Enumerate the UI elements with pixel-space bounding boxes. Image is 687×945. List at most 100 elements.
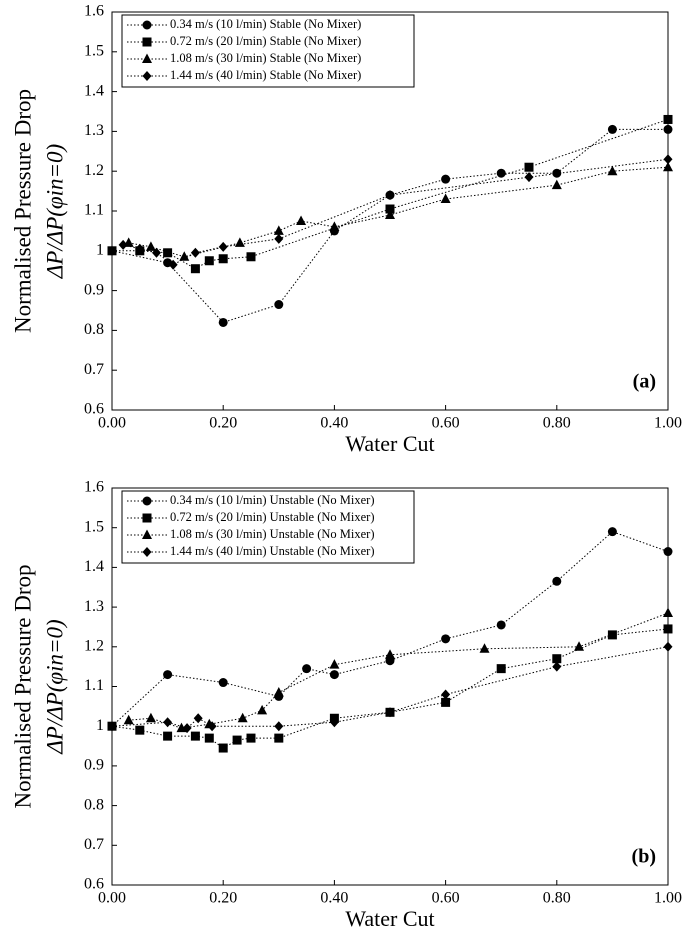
y-tick-label: 1.6 (84, 3, 104, 20)
marker (135, 725, 145, 735)
marker (524, 172, 534, 183)
marker (385, 649, 395, 659)
legend-label: 0.34 m/s (10 l/min) Unstable (No Mixer) (170, 493, 375, 507)
marker (274, 721, 284, 732)
y-tick-label: 1 (96, 241, 104, 258)
legend-box (121, 14, 415, 88)
marker (329, 670, 339, 680)
marker (663, 547, 673, 557)
x-tick-label: 0.00 (98, 890, 126, 907)
marker (496, 168, 506, 178)
x-tick-label: 1.00 (654, 890, 682, 907)
y-tick-label: 0.9 (84, 281, 104, 298)
marker (135, 243, 145, 254)
marker (246, 733, 256, 743)
marker (296, 215, 307, 225)
y-tick-label: 1.1 (84, 202, 104, 219)
marker (163, 717, 173, 728)
marker (107, 246, 117, 256)
marker (190, 264, 200, 274)
x-axis-label: Water Cut (345, 906, 434, 931)
marker (574, 641, 585, 651)
marker (190, 247, 200, 258)
legend-box (121, 490, 415, 564)
y-tick-label: 1.3 (84, 122, 104, 139)
marker (441, 697, 451, 707)
marker (218, 241, 228, 252)
marker (204, 256, 214, 266)
marker (552, 576, 562, 586)
marker (176, 722, 187, 733)
series-line (123, 158, 669, 266)
marker (234, 237, 245, 247)
marker (273, 225, 284, 235)
marker (302, 664, 312, 674)
marker (441, 634, 451, 644)
legend-marker (142, 71, 152, 81)
marker (663, 124, 673, 134)
x-tick-label: 0.40 (320, 415, 348, 432)
marker (163, 731, 173, 741)
y-tick-label: 0.8 (84, 796, 104, 813)
marker (145, 712, 156, 723)
y-tick-label: 1.2 (84, 162, 104, 179)
y-axis-label: Normalised Pressure Drop (10, 564, 35, 808)
marker (179, 251, 190, 261)
y-tick-label: 1 (96, 717, 104, 734)
x-axis-label: Water Cut (345, 431, 434, 456)
legend-marker (142, 513, 152, 523)
series-line (111, 628, 669, 749)
legend-marker (142, 496, 152, 506)
marker (182, 723, 192, 734)
marker (218, 254, 228, 264)
y-tick-label: 0.8 (84, 321, 104, 338)
y-tick-label: 1.1 (84, 677, 104, 694)
legend-marker (142, 547, 152, 557)
panel-label: (b) (632, 846, 656, 868)
y-tick-label: 1.4 (84, 82, 104, 99)
x-tick-label: 0.20 (209, 415, 237, 432)
y-tick-label: 1.6 (84, 479, 104, 496)
legend: 0.34 m/s (10 l/min) Unstable (No Mixer) 0… (121, 490, 415, 564)
marker (163, 248, 173, 258)
series-line (111, 531, 669, 727)
marker (237, 712, 248, 723)
legend-label: 1.08 m/s (30 l/min) Stable (No Mixer) (170, 51, 361, 65)
marker (663, 161, 673, 172)
series-line (128, 166, 669, 258)
marker (218, 743, 228, 753)
y-tick-label: 0.7 (84, 836, 104, 853)
marker (274, 733, 284, 743)
marker (496, 620, 506, 630)
y-tick-label: 0.9 (84, 757, 104, 774)
series-line (111, 646, 669, 729)
marker (193, 713, 203, 724)
y-tick-label: 1.5 (84, 518, 104, 535)
series-line (111, 128, 668, 324)
y-tick-label: 0.6 (84, 876, 104, 893)
marker (440, 193, 451, 204)
legend-label: 1.44 m/s (40 l/min) Unstable (No Mixer) (170, 544, 375, 558)
marker (441, 174, 451, 184)
marker (190, 731, 200, 741)
marker (232, 735, 242, 745)
marker (107, 721, 117, 732)
legend-label: 0.72 m/s (20 l/min) Unstable (No Mixer) (170, 510, 375, 524)
marker (385, 190, 395, 201)
marker (257, 704, 268, 715)
legend-marker (142, 20, 152, 30)
y-tick-label: 1.2 (84, 637, 104, 654)
marker (663, 641, 673, 652)
x-tick-label: 0.60 (432, 890, 460, 907)
marker (329, 659, 340, 669)
marker (552, 654, 562, 664)
x-tick-label: 0.80 (543, 415, 571, 432)
marker (207, 721, 217, 732)
x-tick-label: 1.00 (654, 415, 682, 432)
x-tick-label: 0.40 (320, 890, 348, 907)
marker (607, 527, 617, 537)
legend-marker (142, 37, 152, 47)
legend-marker (142, 53, 152, 63)
